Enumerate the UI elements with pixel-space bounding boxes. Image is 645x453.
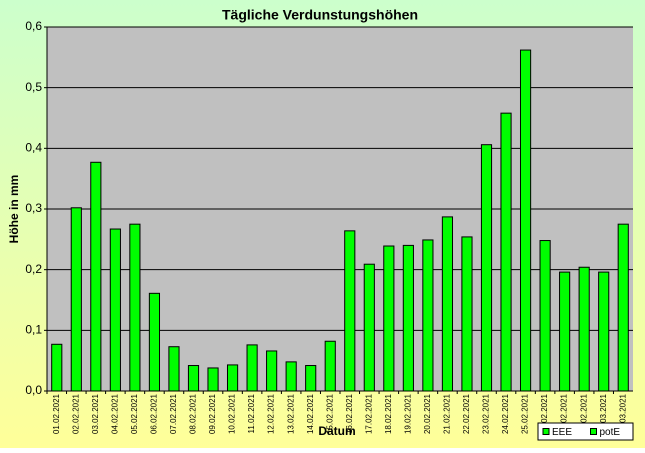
bar (70, 207, 82, 392)
bar (441, 216, 454, 392)
y-tick-label: 0,5 (25, 80, 42, 94)
x-tick-label: 03.02.2021 (91, 393, 100, 434)
bar (578, 266, 590, 392)
x-tick-label: 07.02.2021 (169, 393, 178, 434)
x-tick-label: 04.02.2021 (110, 393, 119, 434)
bar (539, 240, 551, 392)
x-tick-label: 12.02.2021 (267, 393, 276, 434)
bar (207, 367, 219, 392)
x-tick-label: 18.02.2021 (384, 393, 393, 434)
y-tick-label: 0,6 (25, 19, 42, 33)
legend: EEE potE (537, 422, 634, 441)
x-tick-label: 11.02.2021 (247, 393, 256, 433)
x-axis-label: Datum (318, 424, 355, 438)
legend-box (537, 422, 634, 441)
bar (51, 343, 63, 392)
y-tick-label: 0,4 (25, 141, 42, 155)
x-tick-label: 13.02.2021 (286, 393, 295, 434)
bar (617, 223, 629, 392)
x-tick-label: 06.02.2021 (150, 393, 159, 434)
x-tick-label: 01.03.2021 (599, 393, 608, 434)
x-tick-label: 26.02.2021 (540, 393, 549, 434)
bar (519, 49, 532, 392)
x-tick-label: 16.02.2021 (345, 393, 354, 434)
x-tick-label: 27.02.2021 (560, 393, 569, 434)
x-tick-label: 23.02.2021 (482, 393, 491, 434)
bar (559, 271, 571, 392)
x-tick-label: 02.03.2021 (618, 393, 627, 434)
legend-swatch (590, 428, 597, 435)
x-tick-label: 24.02.2021 (501, 393, 510, 434)
bar (598, 271, 610, 392)
bar (90, 161, 102, 392)
y-tick-label: 0,0 (25, 383, 42, 397)
x-tick-label: 09.02.2021 (208, 393, 217, 434)
legend-label: EEE (552, 427, 572, 438)
bar (461, 236, 473, 392)
x-tick-label: 15.02.2021 (325, 393, 334, 434)
bar (422, 239, 434, 392)
x-tick-label: 25.02.2021 (521, 393, 530, 434)
x-tick-label: 10.02.2021 (228, 393, 237, 434)
legend-label: potE (600, 427, 621, 438)
chart-title: Tägliche Verdunstungshöhen (222, 7, 418, 23)
bar (480, 144, 493, 392)
x-tick-label: 20.02.2021 (423, 393, 432, 434)
bar (324, 340, 336, 392)
bar (344, 230, 356, 392)
x-tick-label: 02.02.2021 (71, 393, 80, 434)
x-tick-label: 14.02.2021 (306, 393, 315, 434)
bar (285, 361, 297, 392)
x-tick-label: 01.02.2021 (52, 393, 61, 434)
y-axis-label: Höhe in mm (7, 175, 21, 244)
x-tick-label: 08.02.2021 (189, 393, 198, 434)
bar (246, 344, 258, 392)
bar (266, 350, 278, 392)
x-tick-label: 28.02.2021 (579, 393, 588, 434)
bar (363, 263, 375, 392)
y-tick-label: 0,2 (25, 262, 42, 276)
bar (187, 365, 200, 392)
x-tick-label: 22.02.2021 (462, 393, 471, 434)
x-tick-label: 05.02.2021 (130, 393, 139, 434)
legend-swatch (542, 428, 550, 435)
bar (148, 292, 161, 392)
y-tick-label: 0,3 (25, 201, 42, 215)
bar (226, 364, 239, 392)
bar (129, 223, 141, 392)
x-tick-label: 19.02.2021 (403, 393, 412, 434)
bar (305, 365, 317, 392)
plot: 0,0 0,1 0,2 0,3 0,4 0,5 0,6 01.02.2021 02.02.202… (25, 19, 633, 434)
x-tick-label: 17.02.2021 (364, 393, 373, 434)
x-tick-label: 21.02.2021 (443, 393, 452, 434)
y-tick-label: 0,1 (25, 323, 42, 337)
bar (168, 346, 180, 392)
bar (109, 228, 121, 392)
bar (500, 112, 512, 392)
bar (402, 244, 414, 392)
bar (383, 245, 395, 392)
